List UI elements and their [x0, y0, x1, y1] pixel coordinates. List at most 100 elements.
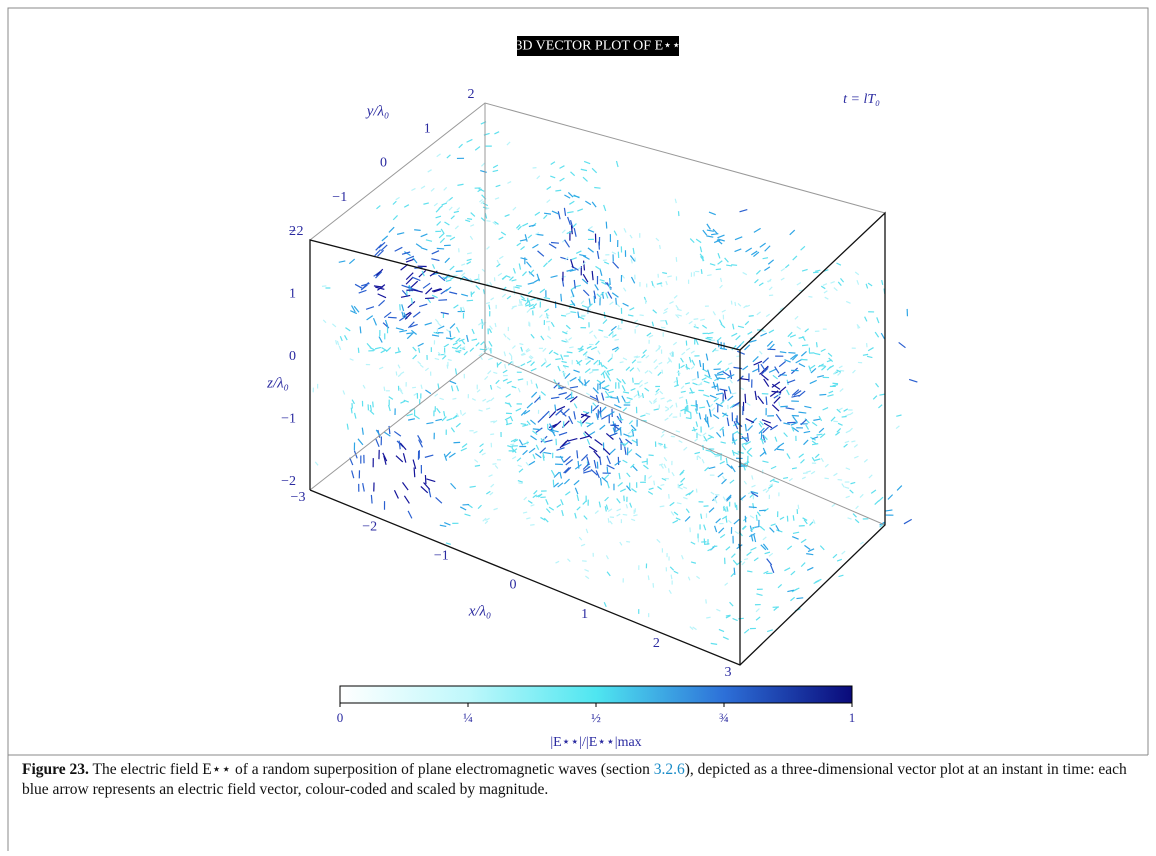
tick-label: 2 — [289, 224, 296, 239]
vector-arrow — [765, 552, 770, 554]
vector-arrow — [851, 482, 856, 483]
vector-arrow — [580, 436, 590, 439]
vector-arrow — [839, 408, 843, 410]
vector-arrow — [797, 327, 801, 330]
vector-arrow — [647, 333, 651, 336]
vector-arrow — [457, 208, 460, 211]
vector-arrow — [449, 453, 455, 457]
vector-arrow — [773, 375, 778, 379]
vector-arrow — [654, 481, 655, 486]
vector-arrow — [751, 418, 756, 423]
vector-arrow — [435, 419, 441, 420]
vector-arrow — [528, 290, 532, 293]
vector-arrow — [491, 398, 494, 401]
vector-arrow — [491, 298, 494, 300]
vector-arrow — [375, 347, 381, 348]
vector-arrow — [868, 348, 873, 351]
vector-arrow — [519, 264, 520, 270]
vector-arrow — [517, 243, 521, 246]
vector-arrow — [855, 519, 859, 522]
vector-arrow — [461, 340, 464, 344]
vector-arrow — [452, 347, 458, 348]
vector-arrow — [467, 219, 472, 220]
vector-arrow — [578, 379, 583, 384]
vector-arrow — [701, 514, 702, 519]
vector-arrow — [730, 480, 734, 483]
vector-arrow — [536, 384, 537, 389]
vector-arrow — [669, 468, 670, 473]
vector-arrow — [839, 366, 842, 368]
vector-arrow — [546, 364, 551, 367]
vector-arrow — [716, 269, 721, 270]
vector-arrow — [635, 258, 636, 262]
vector-arrow — [745, 516, 746, 523]
vector-arrow — [384, 312, 391, 317]
vector-arrow — [670, 405, 673, 408]
vector-arrow — [690, 627, 693, 630]
vector-arrow — [499, 256, 503, 259]
vector-arrow — [700, 247, 701, 253]
vector-arrow — [682, 352, 685, 355]
vector-arrow — [544, 298, 550, 299]
vector-arrow — [577, 507, 580, 510]
vector-arrow — [689, 321, 693, 323]
vector-arrow — [612, 252, 616, 254]
tick-label: −3 — [291, 490, 306, 505]
vector-arrow — [715, 499, 717, 503]
vector-arrow — [506, 394, 511, 397]
vector-arrow — [624, 228, 626, 232]
vector-arrow — [772, 405, 779, 411]
vector-arrow — [607, 456, 610, 464]
vector-arrow — [437, 248, 444, 249]
vector-arrow — [855, 272, 859, 275]
vector-arrow — [781, 278, 784, 280]
vector-arrow — [529, 461, 535, 465]
vector-arrow — [376, 244, 382, 250]
vector-arrow — [673, 520, 678, 523]
vector-arrow — [850, 413, 854, 415]
vector-arrow — [485, 376, 488, 379]
vector-arrow — [846, 301, 850, 303]
vector-arrow — [444, 523, 450, 525]
vector-arrow — [696, 576, 699, 578]
vector-arrow — [603, 260, 607, 261]
vector-arrow — [669, 302, 673, 304]
vector-arrow — [853, 370, 856, 373]
vector-arrow — [762, 420, 771, 423]
vector-arrow — [730, 602, 734, 606]
vector-arrow — [456, 271, 463, 272]
vector-arrow — [519, 299, 520, 303]
vector-arrow — [717, 383, 718, 391]
vector-arrow — [363, 483, 365, 491]
vector-arrow — [426, 423, 433, 424]
vector-arrow — [519, 469, 523, 472]
vector-arrow — [731, 333, 737, 336]
vector-arrow — [649, 371, 652, 374]
vector-arrow — [759, 283, 763, 286]
vector-arrow — [784, 568, 790, 571]
vector-arrow — [471, 213, 475, 217]
section-link[interactable]: 3.2.6 — [654, 761, 685, 778]
vector-arrow — [628, 315, 633, 316]
vector-arrow — [475, 465, 480, 466]
vector-arrow — [802, 477, 805, 479]
tick-label: 1 — [581, 607, 588, 622]
vector-arrow — [614, 231, 617, 236]
vector-arrow — [564, 195, 570, 198]
tick-label: 0 — [510, 578, 517, 593]
vector-arrow — [413, 355, 417, 359]
vector-arrow — [608, 358, 612, 362]
vector-arrow — [577, 209, 582, 211]
vector-arrow — [713, 311, 715, 315]
vector-arrow — [521, 258, 528, 260]
vector-arrow — [400, 304, 401, 310]
vector-arrow — [381, 350, 386, 353]
vector-arrow — [384, 387, 385, 391]
vector-arrow — [810, 365, 815, 369]
vector-arrow — [726, 615, 731, 616]
vector-arrow — [509, 353, 511, 356]
vector-arrow — [786, 408, 795, 410]
vector-arrow — [623, 514, 627, 515]
vector-arrow — [630, 503, 632, 508]
vector-arrow — [610, 449, 615, 454]
